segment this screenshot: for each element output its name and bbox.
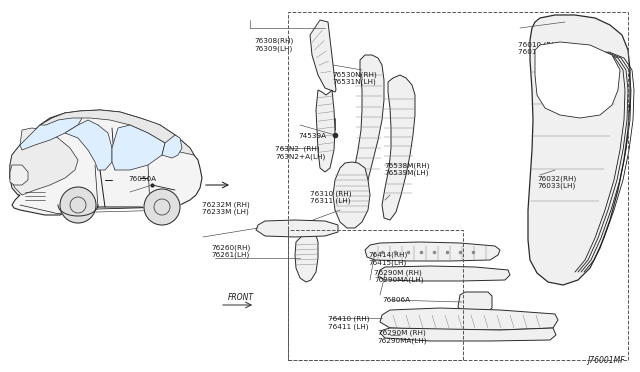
Polygon shape xyxy=(10,165,28,185)
Text: 76232M (RH)
76233M (LH): 76232M (RH) 76233M (LH) xyxy=(202,201,250,215)
Polygon shape xyxy=(365,242,500,261)
Text: 76010 (RH)
76011 (LH): 76010 (RH) 76011 (LH) xyxy=(518,41,560,55)
Polygon shape xyxy=(295,232,318,282)
Polygon shape xyxy=(20,113,82,150)
Text: 74539A: 74539A xyxy=(299,133,327,139)
Polygon shape xyxy=(112,125,165,170)
Text: FRONT: FRONT xyxy=(228,293,254,302)
Text: 76806A: 76806A xyxy=(383,297,411,303)
Polygon shape xyxy=(382,75,415,220)
Polygon shape xyxy=(162,135,182,158)
Polygon shape xyxy=(528,15,630,285)
Text: 763N2  (RH)
763N2+A(LH): 763N2 (RH) 763N2+A(LH) xyxy=(275,145,326,160)
Text: 76410 (RH)
76411 (LH): 76410 (RH) 76411 (LH) xyxy=(328,315,369,330)
Polygon shape xyxy=(380,308,558,330)
Text: 76414(RH)
76415(LH): 76414(RH) 76415(LH) xyxy=(368,251,407,266)
Text: J76001MF: J76001MF xyxy=(588,356,625,365)
Polygon shape xyxy=(378,266,510,281)
Polygon shape xyxy=(380,328,556,341)
Text: 76260(RH)
76261(LH): 76260(RH) 76261(LH) xyxy=(211,244,250,258)
Polygon shape xyxy=(458,292,492,312)
Polygon shape xyxy=(40,110,194,155)
Polygon shape xyxy=(10,110,202,215)
Text: 76530N(RH)
76531N(LH): 76530N(RH) 76531N(LH) xyxy=(333,71,378,85)
Text: 76308(RH)
76309(LH): 76308(RH) 76309(LH) xyxy=(255,38,294,52)
Polygon shape xyxy=(316,90,335,172)
Polygon shape xyxy=(10,128,78,195)
Bar xyxy=(288,230,463,360)
Text: 76050A: 76050A xyxy=(128,176,156,182)
Circle shape xyxy=(144,189,180,225)
Polygon shape xyxy=(65,120,112,170)
Polygon shape xyxy=(352,55,384,208)
Polygon shape xyxy=(535,42,620,118)
Polygon shape xyxy=(310,20,336,92)
Text: 76538M(RH)
76539M(LH): 76538M(RH) 76539M(LH) xyxy=(384,162,429,176)
Text: 76290M (RH)
76290MA(LH): 76290M (RH) 76290MA(LH) xyxy=(378,330,427,344)
Text: 76310 (RH)
76311 (LH): 76310 (RH) 76311 (LH) xyxy=(310,190,352,204)
Polygon shape xyxy=(256,220,338,237)
Bar xyxy=(288,12,628,360)
Circle shape xyxy=(60,187,96,223)
Text: 76290M (RH)
76290MA(LH): 76290M (RH) 76290MA(LH) xyxy=(374,269,424,283)
Polygon shape xyxy=(333,162,370,228)
Text: 76032(RH)
76033(LH): 76032(RH) 76033(LH) xyxy=(538,175,577,189)
